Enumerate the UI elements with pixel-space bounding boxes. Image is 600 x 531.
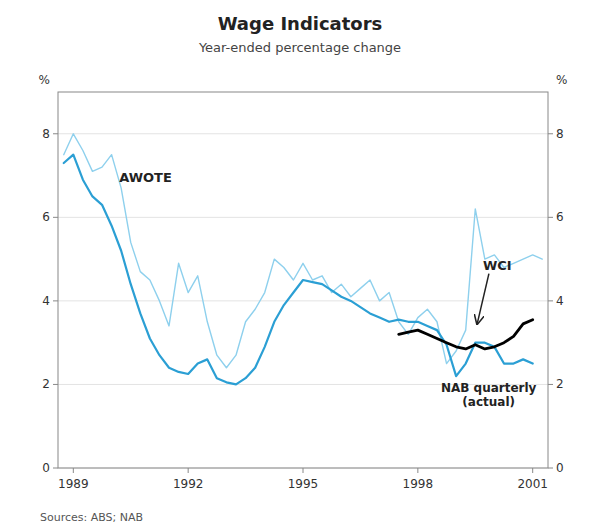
y-axis-label: % xyxy=(39,73,50,87)
y-tick-label: 2 xyxy=(42,377,50,391)
y2-tick xyxy=(548,217,553,218)
series-line xyxy=(64,155,533,385)
x-tick xyxy=(417,468,418,473)
annotation: AWOTE xyxy=(119,170,172,185)
annotation-line: WCI xyxy=(483,258,512,273)
series-line xyxy=(399,320,533,349)
y-tick-label: 4 xyxy=(42,294,50,308)
y2-tick-label: 0 xyxy=(556,461,564,475)
y2-tick xyxy=(548,468,553,469)
x-tick xyxy=(73,468,74,473)
plot-frame xyxy=(58,92,548,468)
annotation-arrow xyxy=(477,274,489,324)
y2-tick xyxy=(548,133,553,134)
annotation: NAB quarterly(actual) xyxy=(441,381,537,409)
grid-line xyxy=(58,300,548,301)
y-tick xyxy=(53,133,58,134)
y-tick-label: 0 xyxy=(42,461,50,475)
x-tick-label: 2001 xyxy=(517,477,548,491)
y-tick-label: 6 xyxy=(42,210,50,224)
x-tick-label: 1989 xyxy=(58,477,89,491)
y2-tick xyxy=(548,300,553,301)
y-tick xyxy=(53,217,58,218)
x-axis: 1989 1992 1995 1998 2001 xyxy=(58,468,548,491)
annotation: WCI xyxy=(483,258,512,273)
y-tick-label: 8 xyxy=(42,127,50,141)
lines xyxy=(64,134,543,385)
y2-axis: 0 2 4 6 8 xyxy=(548,127,564,475)
y-axis: 0 2 4 6 8 xyxy=(42,127,58,475)
y2-tick-label: 4 xyxy=(556,294,564,308)
y2-tick-label: 6 xyxy=(556,210,564,224)
title: Wage Indicators xyxy=(218,13,383,34)
grid-line xyxy=(58,133,548,134)
y-tick xyxy=(53,468,58,469)
annotations: AWOTE WCI NAB quarterly(actual) xyxy=(119,170,536,409)
chart: Wage Indicators Year-ended percentage cha… xyxy=(0,0,600,531)
annotation-line: (actual) xyxy=(462,395,515,409)
y-tick xyxy=(53,384,58,385)
source: Sources: ABS; NAB xyxy=(40,511,143,524)
series-line xyxy=(64,134,543,368)
annotation-line: NAB quarterly xyxy=(441,381,537,395)
x-tick xyxy=(303,468,304,473)
grid xyxy=(58,134,548,468)
x-tick-label: 1992 xyxy=(173,477,204,491)
x-tick xyxy=(188,468,189,473)
y-tick xyxy=(53,300,58,301)
y2-axis-label: % xyxy=(556,73,567,87)
x-tick xyxy=(532,468,533,473)
y2-tick-label: 2 xyxy=(556,377,564,391)
x-tick-label: 1995 xyxy=(288,477,319,491)
y2-tick-label: 8 xyxy=(556,127,564,141)
x-tick-label: 1998 xyxy=(403,477,434,491)
y2-tick xyxy=(548,384,553,385)
subtitle: Year-ended percentage change xyxy=(198,40,401,55)
annotation-line: AWOTE xyxy=(119,170,172,185)
